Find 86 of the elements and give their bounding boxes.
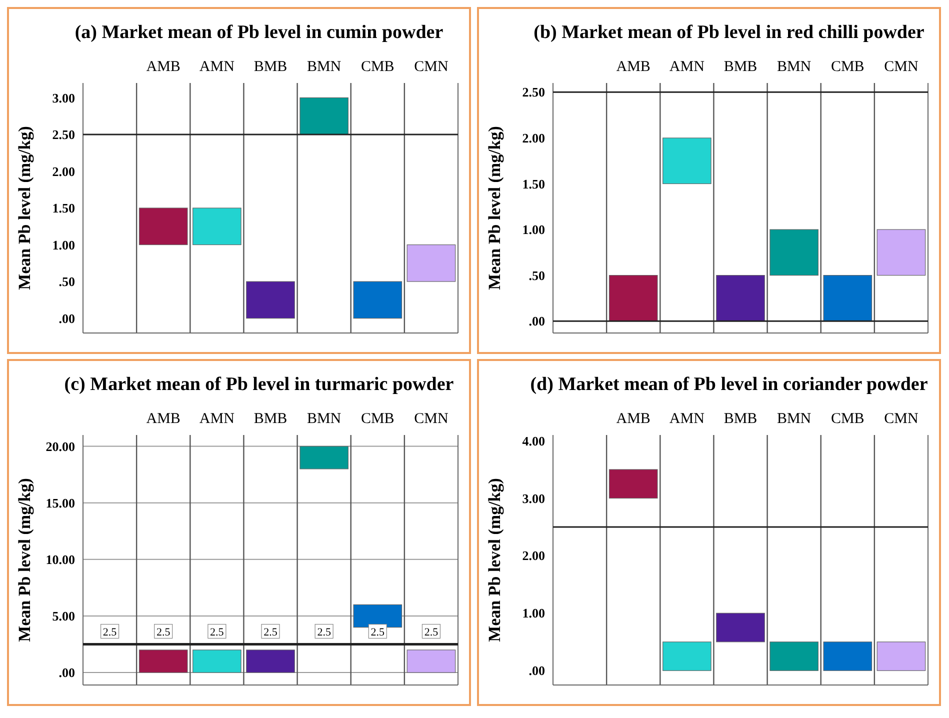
y-tick-label: .00 [58,310,75,326]
bar [138,650,188,673]
y-tick-label: 2.00 [52,164,75,179]
text: 2.5 [317,626,331,638]
y-tick-label: .50 [528,268,545,283]
x-tick-label: CMN [884,59,918,75]
ref-line-label: 2.5 [102,626,118,638]
y-axis-title: Mean Pb level (mg/kg) [15,126,34,290]
x-tick-label: BMN [306,59,342,75]
y-axis-title: Mean Pb level (mg/kg) [485,126,504,290]
y-tick-label: 2.00 [522,548,545,564]
y-tick-label: 10.00 [46,552,75,567]
bar [662,642,712,671]
text: 2.5 [424,626,438,638]
x-tick-label: BMN [776,411,812,427]
y-tick-label: 3.00 [522,490,545,506]
y-tick-label: 2.50 [522,84,545,100]
text: 2.5 [210,626,224,638]
x-tick-label: AMN [669,59,705,75]
bar [406,244,456,282]
y-tick-label: 3.00 [52,90,75,106]
x-tick-label: CMN [414,411,448,427]
x-tick-label: AMB [146,411,180,427]
bar [823,275,872,322]
text: 2.5 [156,626,170,638]
x-tick-label: BMN [776,59,812,75]
x-tick-label: BMB [724,59,758,75]
chart-title: (a) Market mean of Pb level in cumin powder [74,22,444,43]
y-tick-label: 4.00 [522,433,545,448]
y-tick-label: 1.00 [52,237,75,252]
y-tick-label: 2.00 [522,130,545,146]
chart-title: (d) Market mean of Pb level in coriander powder [530,374,928,395]
bar [662,138,712,184]
bar [876,229,926,276]
bar [406,650,456,673]
bar [300,97,348,135]
x-tick-label: CMB [360,59,394,75]
x-tick-label: CMB [360,411,394,427]
bar [246,281,295,319]
y-tick-label: 5.00 [52,608,75,624]
x-tick-label: AMN [669,411,705,427]
x-tick-label: CMN [414,59,448,75]
y-tick-label: 2.50 [52,127,75,142]
y-tick-label: .00 [528,314,545,329]
chart-title: (b) Market mean of Pb level in red chilli powder [534,22,925,43]
bar [192,650,242,673]
x-tick-label: AMN [199,411,235,427]
x-tick-label: AMN [199,59,235,75]
y-tick-label: 1.00 [522,606,545,621]
chart-title: (c) Market mean of Pb level in turmaric powder [64,374,454,395]
y-axis-title: Mean Pb level (mg/kg) [15,478,34,642]
y-tick-label: .00 [528,663,545,678]
x-tick-label: BMB [254,59,288,75]
bar [608,469,658,499]
bar [716,275,765,322]
text: 2.5 [264,626,278,638]
x-tick-label: AMB [146,59,180,75]
text: 2.5 [370,626,385,638]
y-tick-label: .00 [58,665,75,680]
x-tick-label: BMN [306,411,342,427]
bar [246,650,295,673]
x-tick-label: BMB [724,411,758,427]
x-tick-label: AMB [616,411,650,427]
y-tick-label: 1.00 [522,222,545,238]
bar [876,642,926,671]
bar [770,642,818,671]
x-tick-label: CMB [830,59,864,75]
y-tick-label: 20.00 [46,438,75,454]
bar [353,604,402,628]
y-axis-title: Mean Pb level (mg/kg) [485,478,504,642]
bar [353,281,402,319]
bar [138,208,188,246]
y-tick-label: 1.50 [522,176,545,192]
y-tick-label: 15.00 [46,495,75,510]
x-tick-label: BMB [254,411,288,427]
bar [823,642,872,671]
x-tick-label: CMN [884,411,918,427]
x-tick-label: CMB [830,411,864,427]
bar [300,446,348,470]
bar [770,229,818,276]
bar [192,208,242,246]
y-tick-label: .50 [58,274,75,290]
bar [716,612,765,642]
bar [608,275,658,322]
y-tick-label: 1.50 [52,200,75,216]
x-tick-label: AMB [616,59,650,75]
